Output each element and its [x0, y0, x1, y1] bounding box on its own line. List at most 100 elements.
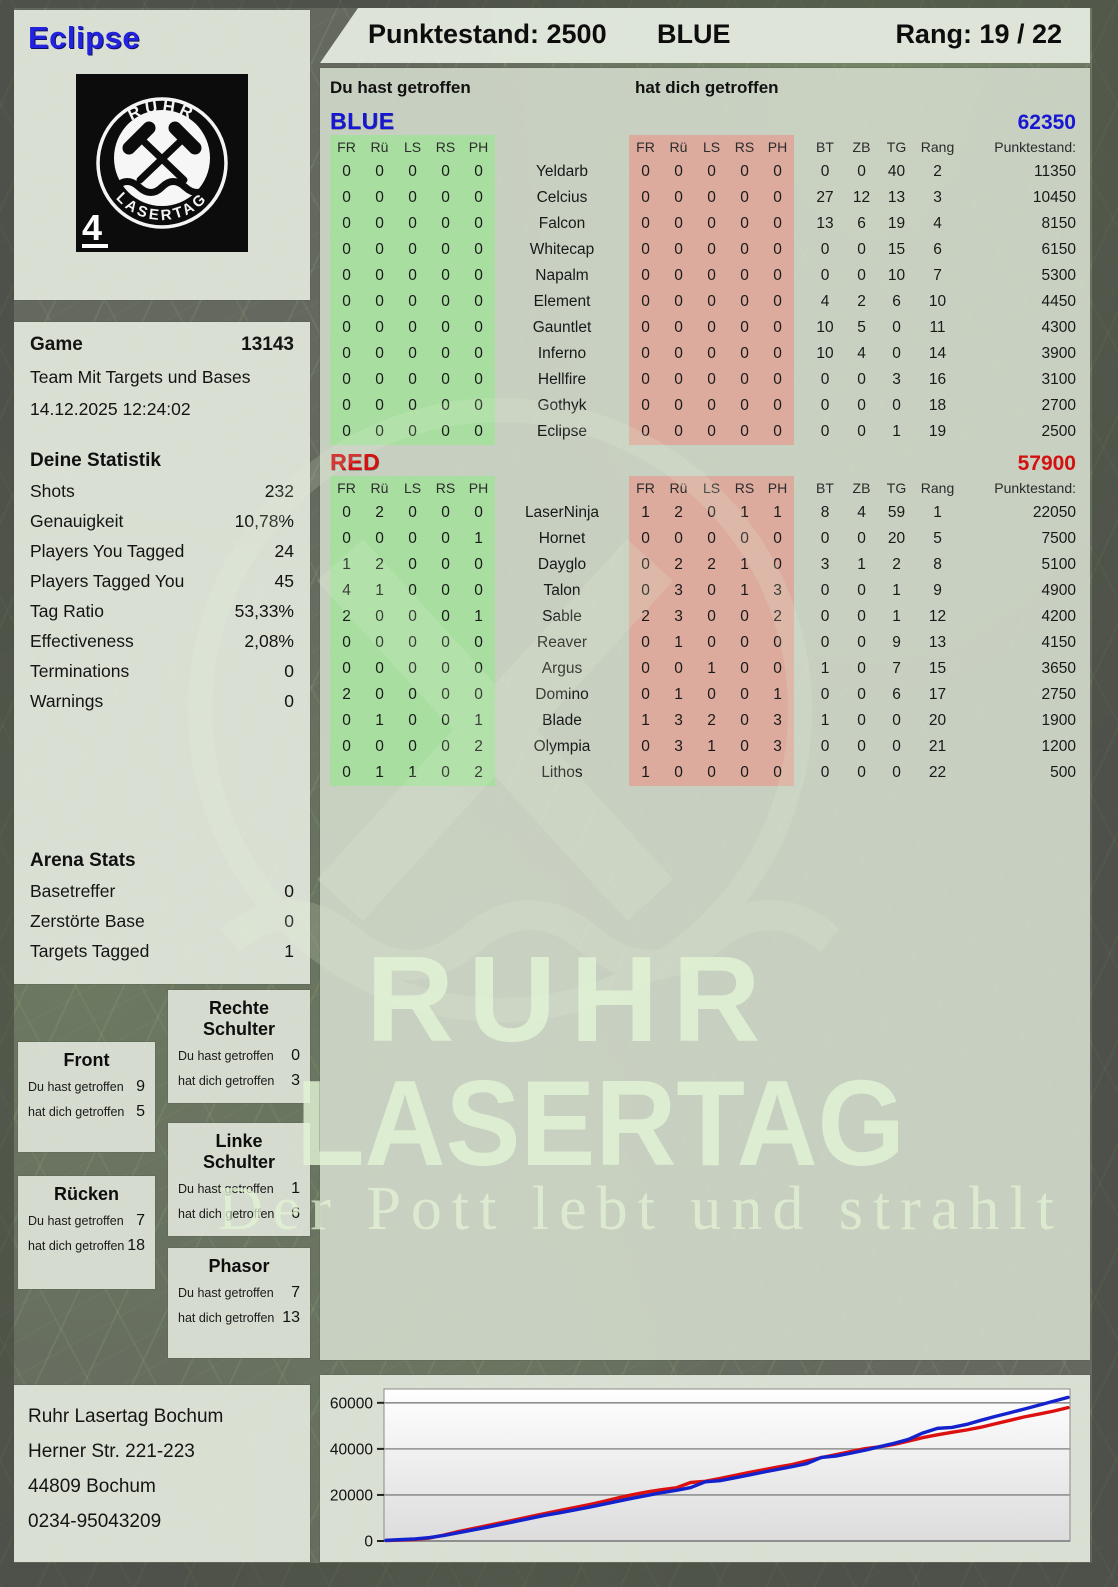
got-cell: 0 [662, 237, 695, 263]
venue-street: Herner Str. 221-223 [28, 1441, 195, 1462]
hit-cell: 0 [363, 159, 396, 185]
got-cell: 0 [728, 526, 761, 552]
stat-cell: 1 [820, 660, 830, 677]
got-cell: 0 [728, 734, 761, 760]
hit-cell: 0 [462, 367, 495, 393]
row-spacer [794, 760, 806, 786]
stat-cell: 13 [887, 189, 906, 206]
hit-cell: 0 [462, 289, 495, 315]
got-cell: 0 [761, 263, 794, 289]
hit-cell: 0 [429, 500, 462, 526]
row-spacer [794, 630, 806, 656]
got-cell: 0 [695, 211, 728, 237]
series-line-blue [384, 1395, 1070, 1543]
got-cell: 2 [695, 708, 728, 734]
hit-cell: 0 [429, 419, 462, 445]
team-name: RED [330, 449, 381, 475]
got-cell: 0 [662, 656, 695, 682]
stat-cell: 0 [857, 686, 866, 703]
row-spacer [794, 263, 806, 289]
stat-cell: 12 [852, 189, 871, 206]
punktestand-cell: 2750 [1041, 686, 1076, 703]
got-cell: 0 [728, 237, 761, 263]
hit-cell: 0 [396, 315, 429, 341]
hit-cell: 1 [396, 760, 429, 786]
stat-cell: 7 [892, 660, 901, 677]
row-spacer [794, 604, 806, 630]
col-header-spacer [495, 135, 629, 159]
got-cell: 0 [695, 341, 728, 367]
stat-cell: 8 [820, 504, 830, 521]
punktestand-cell: 8150 [1041, 215, 1076, 232]
player-name: Olympia [533, 738, 591, 755]
col-header: ZB [852, 139, 871, 155]
got-cell: 3 [662, 708, 695, 734]
hit-cell: 0 [462, 315, 495, 341]
row-spacer [794, 211, 806, 237]
hit-cell: 0 [462, 185, 495, 211]
hit-cell: 2 [363, 552, 396, 578]
hit-cell: 0 [330, 315, 363, 341]
hit-cell: 0 [363, 734, 396, 760]
stat-cell: 1 [933, 504, 942, 521]
got-cell: 0 [728, 682, 761, 708]
stat-cell: 0 [857, 712, 866, 729]
col-header: RS [429, 135, 462, 159]
got-cell: 0 [629, 367, 662, 393]
got-cell: 1 [761, 682, 794, 708]
hit-cell: 0 [396, 552, 429, 578]
panel-left-shoulder: Linke Schulter Du hast getroffen 1 hat di… [168, 1123, 310, 1236]
stat-label: Players You Tagged [30, 541, 185, 561]
col-header: TG [886, 480, 907, 496]
stat-cell: 0 [892, 397, 901, 414]
got-cell: 1 [662, 682, 695, 708]
hit-cell: 0 [429, 341, 462, 367]
got-cell: 0 [695, 315, 728, 341]
got-cell: 3 [761, 734, 794, 760]
stat-cell: 0 [857, 397, 866, 414]
panel-right-shoulder: Rechte Schulter Du hast getroffen 0 hat d… [168, 990, 310, 1103]
stat-cell: 0 [857, 530, 866, 547]
stat-label: Warnings [30, 691, 104, 711]
stat-cell: 0 [820, 397, 830, 414]
hit-cell: 0 [462, 211, 495, 237]
col-header: TG [886, 139, 907, 155]
score-chart-panel: 0 20000 40000 60000 [320, 1375, 1090, 1562]
hit-cell: 0 [429, 630, 462, 656]
header-bar: Punktestand: 2500 BLUE Rang: 19 / 22 [320, 8, 1090, 63]
col-header: Punktestand: [994, 480, 1076, 496]
got-cell: 0 [728, 211, 761, 237]
venue-name: Ruhr Lasertag Bochum [28, 1406, 224, 1427]
punktestand-cell: 11350 [1034, 163, 1076, 180]
hit-cell: 0 [429, 315, 462, 341]
col-header: PH [761, 135, 794, 159]
got-cell: 0 [695, 604, 728, 630]
stat-value: 45 [274, 571, 294, 591]
hit-cell: 0 [330, 526, 363, 552]
col-header: ZB [852, 480, 871, 496]
got-cell: 0 [761, 630, 794, 656]
stat-cell: 21 [928, 738, 947, 755]
col-header: Rang [920, 480, 955, 496]
stat-cell: 0 [857, 267, 866, 284]
stat-cell: 0 [857, 423, 866, 440]
col-header: LS [695, 476, 728, 500]
stat-label: Players Tagged You [30, 571, 185, 591]
hit-cell: 0 [462, 552, 495, 578]
got-cell: 0 [662, 159, 695, 185]
punktestand-cell: 6150 [1041, 241, 1076, 258]
stat-cell: 27 [816, 189, 834, 206]
got-cell: 0 [728, 289, 761, 315]
punktestand-cell: 2500 [1041, 423, 1076, 440]
stat-cell: 19 [887, 215, 906, 232]
got-cell: 0 [695, 526, 728, 552]
got-cell: 0 [695, 500, 728, 526]
hit-cell: 0 [429, 237, 462, 263]
got-cell: 1 [695, 734, 728, 760]
team-tables: BLUE 62350 FR Rü LS RS PH FR Rü LS RS PH BT ZB TG Rang P… [330, 108, 1076, 786]
stat-value: 2,08% [244, 631, 294, 651]
stat-label: Effectiveness [30, 631, 134, 651]
stat-cell: 0 [820, 738, 830, 755]
hit-cell: 0 [429, 526, 462, 552]
